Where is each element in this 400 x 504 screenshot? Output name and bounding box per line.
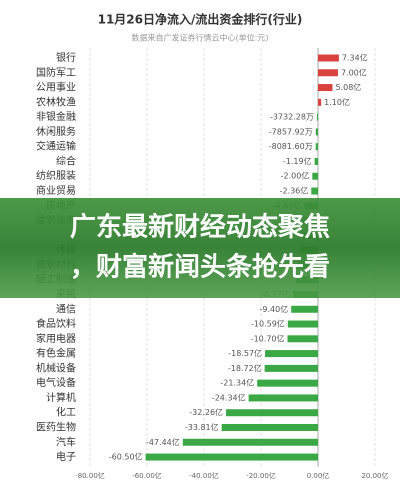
value-label: -7857.92万: [269, 127, 313, 136]
x-tick-label: -20.00亿: [246, 471, 276, 480]
banner-text: ，财富新闻头条抢先看: [70, 252, 330, 283]
category-label: 交通运输: [36, 140, 76, 153]
category-label: 商业贸易: [36, 184, 76, 197]
bar: [265, 350, 318, 358]
bar: [318, 84, 333, 92]
bar: [248, 394, 318, 402]
value-label: -9.40亿: [260, 304, 289, 314]
category-label: 休闲服务: [36, 125, 76, 138]
bar: [287, 320, 318, 328]
category-label: 计算机: [46, 391, 76, 404]
category-label: 食品饮料: [36, 317, 76, 330]
value-label: -10.70亿: [251, 333, 285, 343]
value-label: -24.34亿: [212, 392, 246, 402]
value-label: 7.34亿: [342, 53, 368, 63]
category-label: 医药生物: [36, 421, 76, 434]
bar: [291, 305, 318, 313]
x-tick-label: 0.00亿: [307, 471, 330, 480]
category-label: 通信: [56, 303, 76, 315]
value-label: -10.59亿: [251, 319, 285, 329]
value-label: -32.26亿: [189, 407, 223, 417]
bar: [264, 364, 318, 372]
bar: [316, 113, 318, 121]
bar: [312, 172, 318, 180]
category-label: 家用电器: [36, 332, 76, 345]
x-tick-label: 20.00亿: [361, 471, 388, 480]
category-label: 纺织服装: [36, 169, 76, 182]
value-label: 5.08亿: [335, 82, 361, 92]
value-label: -33.81亿: [185, 422, 219, 432]
value-label: -8081.60万: [269, 142, 313, 151]
bar: [221, 424, 318, 431]
category-label: 有色金属: [36, 347, 76, 360]
value-label: -2.36亿: [280, 186, 309, 196]
chart-subtitle: 数据来自广发证券行情云中心(单位:元): [132, 33, 269, 43]
bar: [315, 143, 318, 151]
category-label: 农林牧渔: [36, 95, 76, 108]
bar: [257, 379, 318, 387]
bar: [226, 409, 318, 417]
x-tick-label: -40.00亿: [189, 471, 219, 480]
category-label: 电子: [56, 450, 76, 463]
chart-title: 11月26日净流入/流出资金排行(行业): [98, 12, 303, 27]
value-label: 7.00亿: [341, 67, 367, 77]
category-label: 国防军工: [36, 66, 76, 79]
bar: [145, 453, 318, 461]
x-tick-label: -60.00亿: [132, 471, 162, 480]
category-label: 化工: [56, 406, 76, 419]
bar: [314, 157, 318, 165]
banner: 广东最新财经动态聚焦 ，财富新闻头条抢先看: [0, 198, 400, 298]
banner-text: 广东最新财经动态聚焦: [70, 212, 330, 243]
category-label: 公用事业: [36, 81, 76, 94]
bar: [318, 98, 322, 106]
category-label: 电气设备: [36, 376, 76, 389]
bar: [318, 69, 338, 77]
value-label: 1.10亿: [324, 97, 350, 107]
value-label: -60.50亿: [109, 452, 143, 462]
value-label: -21.34亿: [220, 378, 254, 388]
bar: [287, 335, 318, 343]
banner-bg: [0, 198, 400, 298]
value-label: -18.72亿: [228, 363, 262, 373]
bar: [182, 438, 318, 446]
x-tick-label: -80.00亿: [75, 471, 105, 480]
category-label: 汽车: [56, 435, 76, 448]
value-label: -2.00亿: [281, 171, 310, 181]
value-label: -1.19亿: [283, 156, 312, 166]
category-label: 非银金融: [36, 110, 76, 123]
value-label: -18.57亿: [228, 348, 262, 358]
category-label: 机械设备: [36, 361, 76, 374]
bar: [311, 187, 318, 195]
category-label: 银行: [56, 51, 76, 64]
value-label: -3732.28万: [270, 113, 314, 122]
value-label: -47.44亿: [146, 437, 180, 447]
category-label: 综合: [56, 154, 76, 167]
bar: [318, 54, 339, 62]
bar: [315, 128, 318, 136]
